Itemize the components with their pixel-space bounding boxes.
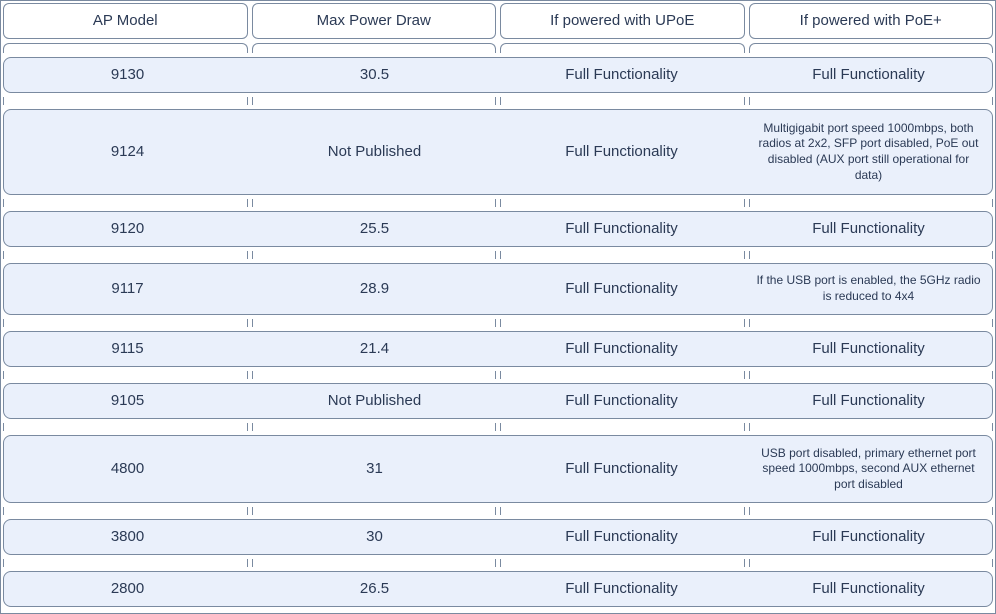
cell-poe-plus: If the USB port is enabled, the 5GHz rad… [745,264,992,314]
cell-max-power: 30.5 [251,58,498,92]
cell-poe-plus: Full Functionality [745,572,992,606]
col-header-model: AP Model [3,3,248,39]
cell-model: 9120 [4,212,251,246]
col-header-max-power: Max Power Draw [252,3,497,39]
cell-model: 4800 [4,436,251,502]
ap-power-table: AP Model Max Power Draw If powered with … [0,0,996,614]
cell-model: 9124 [4,110,251,194]
cell-upoe: Full Functionality [498,264,745,314]
cell-max-power: 21.4 [251,332,498,366]
cell-max-power: Not Published [251,384,498,418]
row-gap [3,559,993,567]
cell-model: 2800 [4,572,251,606]
cell-upoe: Full Functionality [498,384,745,418]
cell-upoe: Full Functionality [498,212,745,246]
cell-max-power: 28.9 [251,264,498,314]
cell-poe-plus: Full Functionality [745,58,992,92]
cell-upoe: Full Functionality [498,520,745,554]
table-row: 911521.4Full FunctionalityFull Functiona… [3,331,993,367]
table-header-row: AP Model Max Power Draw If powered with … [3,3,993,39]
table-row: 9105Not PublishedFull FunctionalityFull … [3,383,993,419]
table-row: 380030Full FunctionalityFull Functionali… [3,519,993,555]
table-row: 913030.5Full FunctionalityFull Functiona… [3,57,993,93]
cell-max-power: 30 [251,520,498,554]
row-gap [3,371,993,379]
cell-poe-plus: Multigigabit port speed 1000mbps, both r… [745,110,992,194]
cell-model: 9105 [4,384,251,418]
row-gap [3,423,993,431]
cell-poe-plus: Full Functionality [745,520,992,554]
cell-model: 9115 [4,332,251,366]
row-gap [3,319,993,327]
cell-poe-plus: Full Functionality [745,212,992,246]
col-header-poe-plus: If powered with PoE+ [749,3,994,39]
cell-model: 9117 [4,264,251,314]
table-row: 480031Full FunctionalityUSB port disable… [3,435,993,503]
row-gap [3,97,993,105]
cell-upoe: Full Functionality [498,572,745,606]
table-row: 280026.5Full FunctionalityFull Functiona… [3,571,993,607]
cell-upoe: Full Functionality [498,332,745,366]
cell-model: 3800 [4,520,251,554]
table-row: 9124Not PublishedFull FunctionalityMulti… [3,109,993,195]
table-row: 911728.9Full FunctionalityIf the USB por… [3,263,993,315]
header-spacer [3,43,993,53]
cell-poe-plus: USB port disabled, primary ethernet port… [745,436,992,502]
cell-poe-plus: Full Functionality [745,384,992,418]
cell-upoe: Full Functionality [498,110,745,194]
cell-upoe: Full Functionality [498,436,745,502]
cell-upoe: Full Functionality [498,58,745,92]
cell-max-power: 31 [251,436,498,502]
row-gap [3,199,993,207]
table-row: 912025.5Full FunctionalityFull Functiona… [3,211,993,247]
row-gap [3,251,993,259]
cell-max-power: Not Published [251,110,498,194]
cell-max-power: 25.5 [251,212,498,246]
row-gap [3,507,993,515]
col-header-upoe: If powered with UPoE [500,3,745,39]
cell-model: 9130 [4,58,251,92]
cell-max-power: 26.5 [251,572,498,606]
cell-poe-plus: Full Functionality [745,332,992,366]
